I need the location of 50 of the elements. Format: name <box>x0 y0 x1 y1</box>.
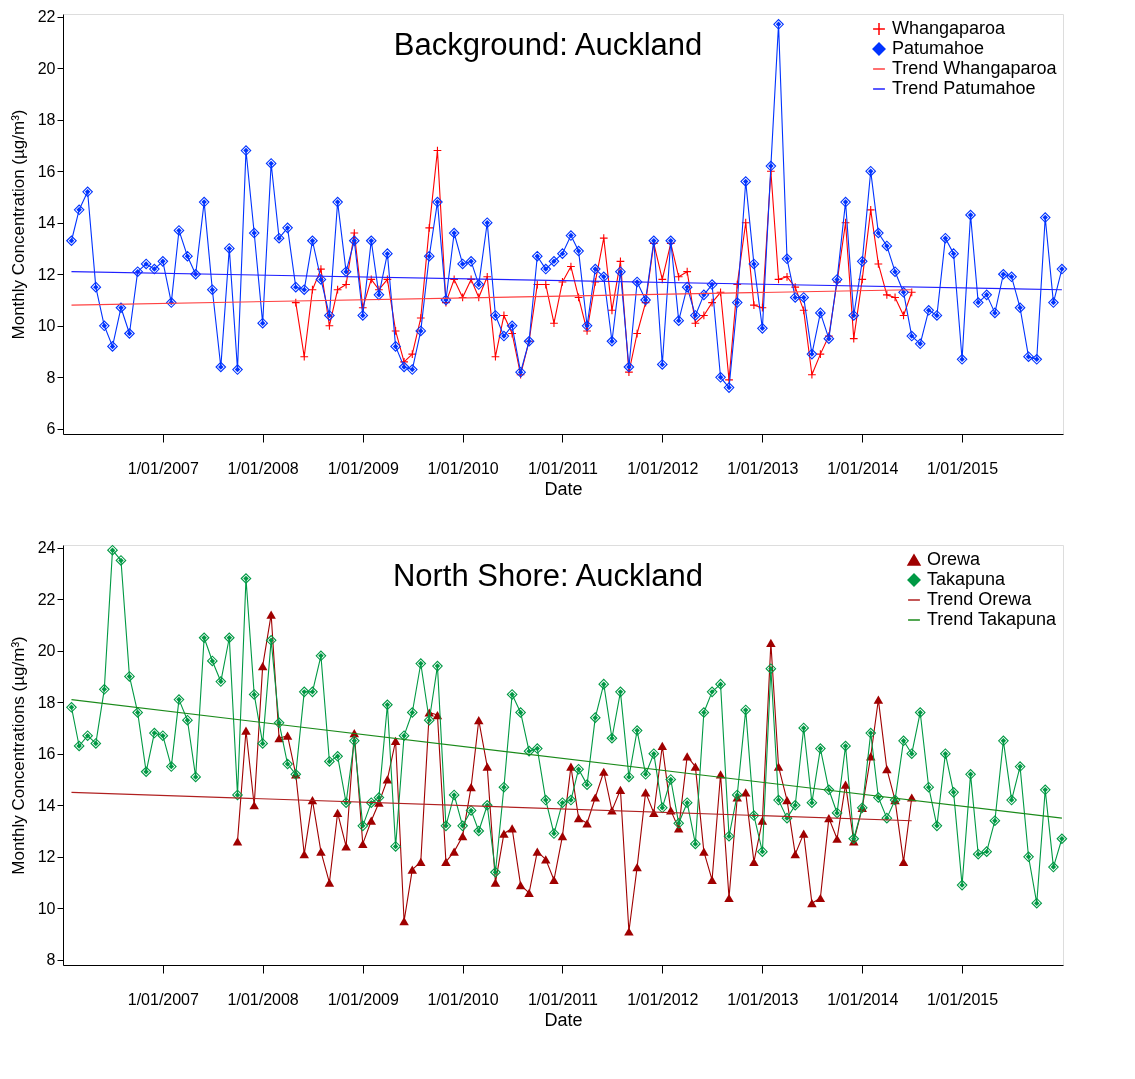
y-tick-label: 24 <box>37 539 56 557</box>
x-axis-title: Date <box>544 1009 583 1030</box>
x-tick-label: 1/01/2009 <box>327 459 399 477</box>
legend-label: Whangaparoa <box>892 18 1007 38</box>
y-tick-label: 12 <box>37 265 56 283</box>
y-axis-title: Monthly Concentrations (µg/m³) <box>8 636 28 875</box>
x-tick-label: 1/01/2007 <box>127 459 200 477</box>
x-tick-label: 1/01/2013 <box>727 459 799 477</box>
x-tick-label: 1/01/2011 <box>527 990 599 1008</box>
x-tick-label: 1/01/2015 <box>926 990 999 1008</box>
x-tick-label: 1/01/2007 <box>127 990 200 1008</box>
y-tick-label: 10 <box>37 317 56 335</box>
y-tick-label: 20 <box>37 59 56 77</box>
y-tick-label: 18 <box>37 111 56 129</box>
y-tick-label: 20 <box>37 642 56 660</box>
chart-title: North Shore: Auckland <box>392 558 704 593</box>
x-tick-label: 1/01/2012 <box>627 459 699 477</box>
y-tick-label: 22 <box>37 8 56 26</box>
x-tick-label: 1/01/2010 <box>427 459 499 477</box>
y-tick-label: 14 <box>37 796 56 814</box>
y-tick-label: 8 <box>46 368 56 386</box>
y-tick-label: 16 <box>37 745 56 763</box>
legend-label: Trend Whangaparoa <box>892 58 1058 78</box>
legend-label: Orewa <box>927 549 981 569</box>
legend-label: Trend Takapuna <box>927 609 1058 629</box>
legend-label: Takapuna <box>927 569 1007 589</box>
y-tick-label: 16 <box>37 162 56 180</box>
x-tick-label: 1/01/2010 <box>427 990 499 1008</box>
legend-label: Patumahoe <box>892 38 985 58</box>
y-tick-label: 22 <box>37 590 56 608</box>
x-tick-label: 1/01/2008 <box>227 459 299 477</box>
x-tick-label: 1/01/2014 <box>827 459 899 477</box>
y-tick-label: 14 <box>37 214 56 232</box>
x-tick-label: 1/01/2013 <box>727 990 799 1008</box>
x-tick-label: 1/01/2012 <box>627 990 699 1008</box>
chart-title: Background: Auckland <box>393 27 703 62</box>
y-tick-label: 8 <box>46 951 56 969</box>
x-tick-label: 1/01/2009 <box>327 990 399 1008</box>
x-tick-label: 1/01/2014 <box>827 990 899 1008</box>
x-tick-label: 1/01/2008 <box>227 990 299 1008</box>
y-tick-label: 10 <box>37 899 56 917</box>
x-tick-label: 1/01/2011 <box>527 459 599 477</box>
legend-label: Trend Orewa <box>927 589 1033 609</box>
y-tick-label: 18 <box>37 693 56 711</box>
y-tick-label: 6 <box>46 420 56 438</box>
legend-label: Trend Patumahoe <box>892 78 1036 98</box>
y-axis-title: Monthly Concentration (µg/m³) <box>8 109 28 340</box>
x-tick-label: 1/01/2015 <box>926 459 999 477</box>
y-tick-label: 12 <box>37 848 56 866</box>
x-axis-title: Date <box>544 478 583 499</box>
